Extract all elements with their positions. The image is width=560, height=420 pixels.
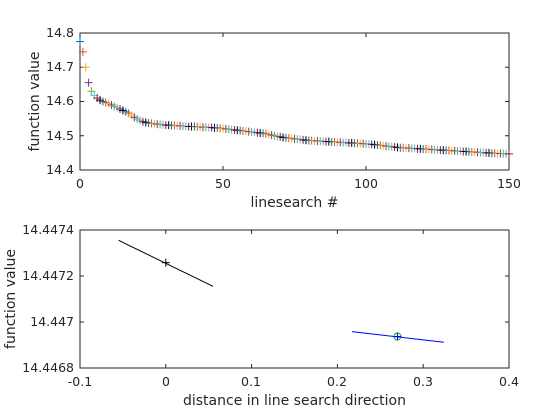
bottom-chart-marks <box>118 239 444 343</box>
bottom-chart-plot-area <box>79 229 510 369</box>
x-tick-label: 0.1 <box>241 374 261 389</box>
y-tick-label: 14.4474 <box>22 222 74 237</box>
top-chart-plot-area <box>79 32 510 171</box>
data-point <box>78 47 87 56</box>
x-tick-label: 100 <box>354 176 378 191</box>
y-axis-label: function value <box>27 52 43 152</box>
bottom-chart-x-tick-labels: -0.1 0 0.1 0.2 0.3 0.4 <box>68 374 519 389</box>
x-tick-label: 0 <box>76 176 84 191</box>
data-point <box>87 87 96 96</box>
bottom-chart-y-tick-labels: 14.4468 14.447 14.4472 14.4474 <box>22 222 74 375</box>
x-tick-label: 0.3 <box>413 374 433 389</box>
x-tick-label: 0.2 <box>327 374 347 389</box>
x-axis-label: linesearch # <box>251 195 339 211</box>
x-tick-label: 0.4 <box>499 374 519 389</box>
y-tick-label: 14.5 <box>46 128 74 143</box>
bottom-chart: -0.1 0 0.1 0.2 0.3 0.4 14.4468 14.447 14… <box>3 222 519 409</box>
x-tick-label: 50 <box>215 176 231 191</box>
top-chart-y-tick-labels: 14.4 14.5 14.6 14.7 14.8 <box>46 25 74 177</box>
bottom-chart-ticks <box>79 229 510 369</box>
top-chart-markers <box>76 37 513 158</box>
y-tick-label: 14.6 <box>46 93 74 108</box>
x-tick-label: 0 <box>162 374 170 389</box>
x-tick-label: -0.1 <box>68 374 92 389</box>
evaluation-point <box>161 258 170 267</box>
data-point <box>81 63 90 72</box>
y-tick-label: 14.447 <box>30 314 74 329</box>
x-tick-label: 150 <box>497 176 521 191</box>
y-tick-label: 14.4468 <box>22 360 74 375</box>
top-chart: 0 50 100 150 14.4 14.5 14.6 14.7 14.8 li… <box>27 25 521 211</box>
evaluation-point <box>393 332 402 341</box>
y-tick-label: 14.4472 <box>22 268 74 283</box>
y-axis-label: function value <box>3 249 19 349</box>
y-tick-label: 14.7 <box>46 59 74 74</box>
data-point <box>76 37 84 46</box>
x-axis-label: distance in line search direction <box>183 393 406 409</box>
top-chart-x-tick-labels: 0 50 100 150 <box>76 176 521 191</box>
data-point <box>505 149 513 158</box>
y-tick-label: 14.4 <box>46 162 74 177</box>
y-tick-label: 14.8 <box>46 25 74 40</box>
data-point <box>84 78 93 87</box>
